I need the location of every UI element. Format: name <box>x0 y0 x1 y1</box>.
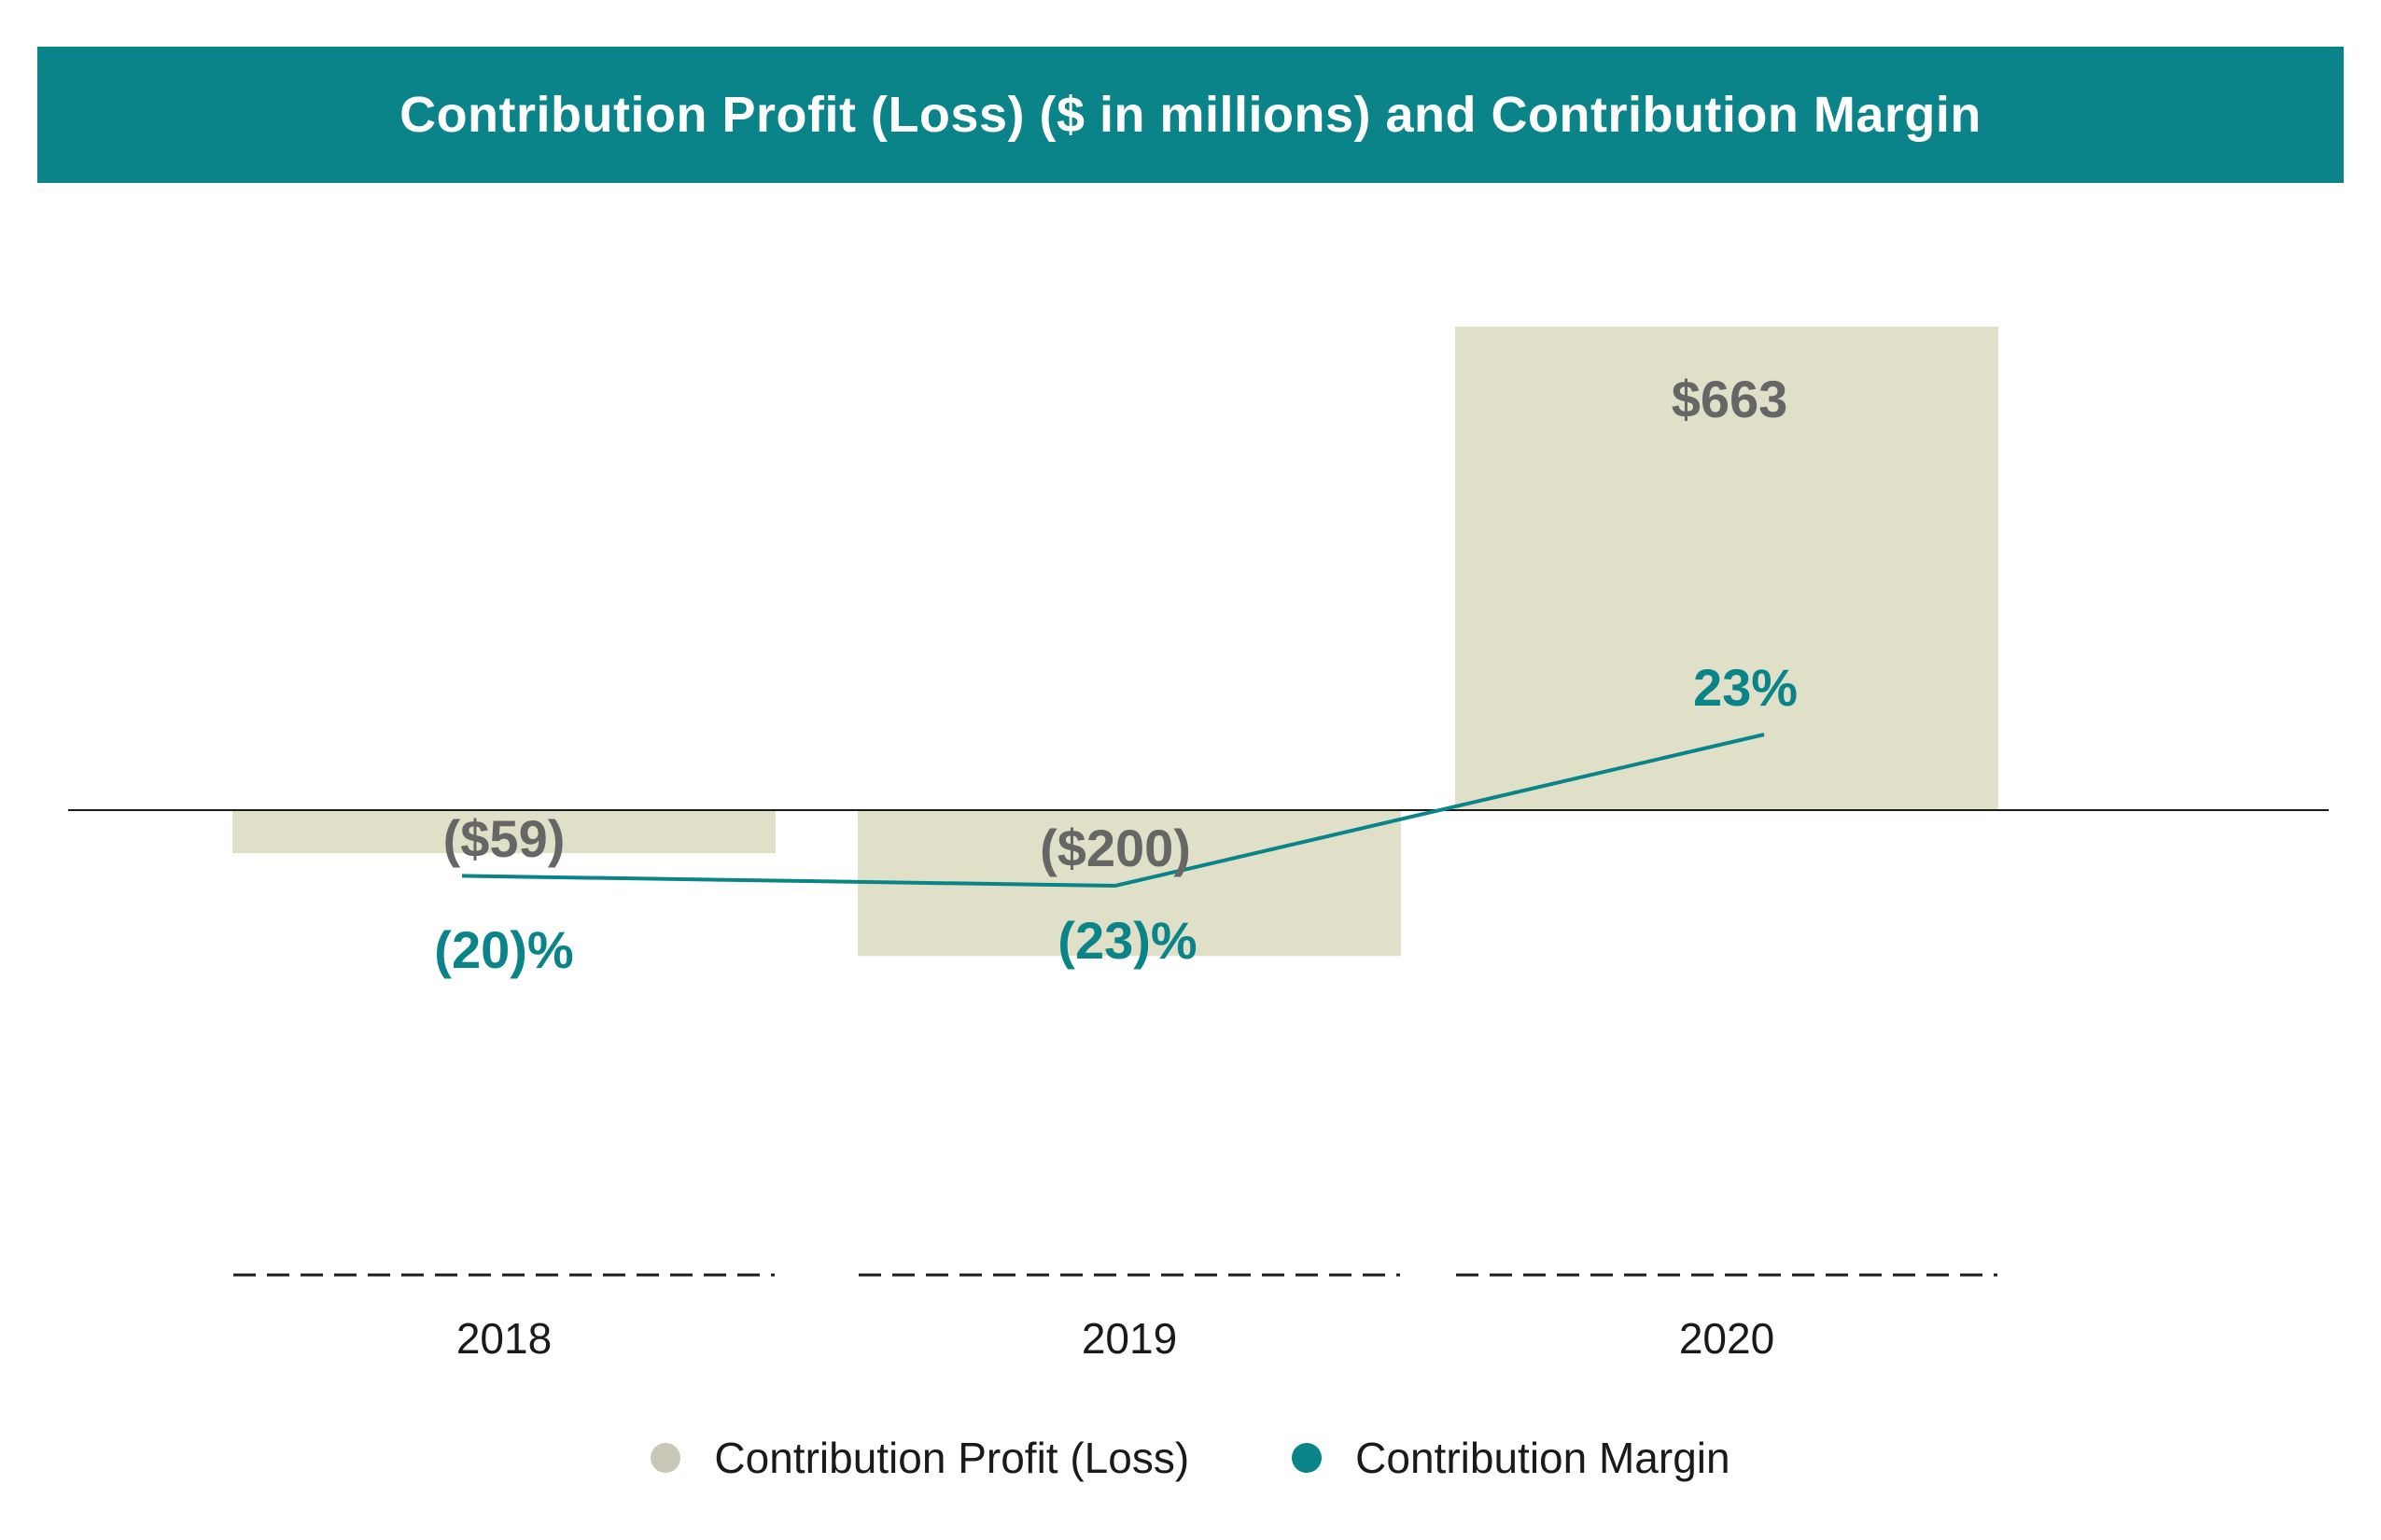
bar-value-label-2020: $663 <box>1672 370 1788 428</box>
x-tick-label-2019: 2019 <box>1082 1314 1177 1363</box>
x-tick-label-2018: 2018 <box>456 1314 552 1363</box>
legend-swatch-contribution-margin <box>1292 1443 1323 1473</box>
bar-value-label-2018: ($59) <box>443 809 566 868</box>
bar-value-label-2019: ($200) <box>1040 819 1191 877</box>
chart-title-banner: Contribution Profit (Loss) ($ in million… <box>37 47 2344 183</box>
margin-value-label-2019: (23)% <box>1057 911 1197 970</box>
margin-value-label-2020: 23% <box>1693 658 1798 717</box>
bar-2018 <box>232 810 776 854</box>
legend-item-contribution-margin: Contribution Margin <box>1292 1433 1730 1483</box>
margin-value-label-2018: (20)% <box>434 920 573 979</box>
legend-label-contribution-profit: Contribution Profit (Loss) <box>714 1434 1190 1482</box>
chart-title: Contribution Profit (Loss) ($ in million… <box>399 87 1982 143</box>
chart-legend: Contribution Profit (Loss) Contribution … <box>0 1433 2381 1483</box>
x-tick-label-2020: 2020 <box>1679 1314 1774 1363</box>
legend-swatch-contribution-profit <box>651 1443 681 1473</box>
legend-item-contribution-profit: Contribution Profit (Loss) <box>651 1433 1189 1483</box>
legend-label-contribution-margin: Contribution Margin <box>1355 1434 1730 1482</box>
bar-2020 <box>1455 327 1998 810</box>
